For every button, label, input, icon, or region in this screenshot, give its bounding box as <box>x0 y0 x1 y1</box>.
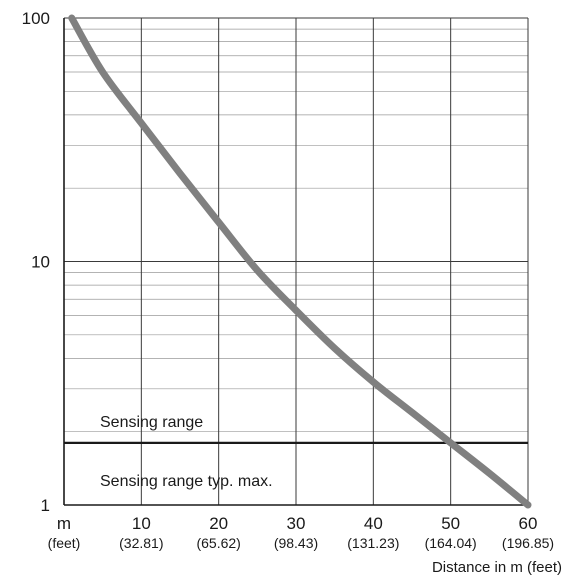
x-axis-title: Distance in m (feet) <box>432 559 562 576</box>
y-tick-labels: 1 10 100 <box>22 9 50 515</box>
x-tick-sublabel: (131.23) <box>347 535 399 551</box>
x-tick-sublabel: (32.81) <box>119 535 163 551</box>
series-group <box>68 14 532 509</box>
x-tick-sublabel: (164.04) <box>425 535 477 551</box>
x-tick-label: 40 <box>364 514 383 533</box>
x-tick-label: 10 <box>132 514 151 533</box>
x-tick-label: 20 <box>209 514 228 533</box>
x-tick-sublabel: (98.43) <box>274 535 318 551</box>
sensing-range-label: Sensing range <box>100 414 203 431</box>
y-tick-label: 1 <box>41 496 50 515</box>
x-tick-label: 60 <box>519 514 538 533</box>
y-tick-label: 10 <box>31 253 50 272</box>
series-line <box>68 14 532 509</box>
x-tick-label: m <box>57 514 71 533</box>
x-tick-labels: m (feet) 10 (32.81) 20 (65.62) 30 (98.43) 40 (131… <box>48 514 554 551</box>
plot-frame <box>63 18 528 506</box>
x-tick-sublabel: (feet) <box>48 535 81 551</box>
x-tick-label: 50 <box>441 514 460 533</box>
x-tick-sublabel: (196.85) <box>502 535 554 551</box>
x-tick-label: 30 <box>287 514 306 533</box>
sensing-range-typ-max-label: Sensing range typ. max. <box>100 473 273 490</box>
y-tick-label: 100 <box>22 9 50 28</box>
x-tick-sublabel: (65.62) <box>196 535 240 551</box>
